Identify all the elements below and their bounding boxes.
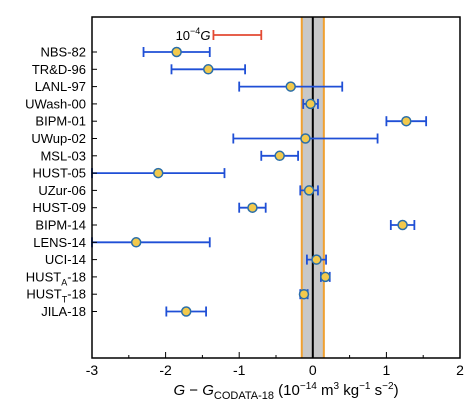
category-label-name: UCI-14	[45, 252, 86, 267]
category-label-name: UZur-06	[38, 183, 86, 198]
plot-frame	[91, 16, 461, 359]
category-label: HUST-09	[33, 200, 86, 215]
category-label-name: LANL-97	[35, 79, 86, 94]
scale-label: 10−4G	[176, 26, 211, 43]
category-label-name: MSL-03	[40, 148, 86, 163]
data-point	[320, 271, 331, 283]
x-title-minus: −	[185, 382, 202, 399]
data-point	[300, 133, 311, 144]
category-label: UCI-14	[45, 252, 86, 267]
x-title-m: m	[317, 382, 334, 399]
x-title-exp4: −2	[382, 381, 394, 392]
x-title-close: )	[394, 382, 399, 399]
category-label-name: TR&D-96	[32, 62, 86, 77]
scale-label-base: 10	[176, 28, 190, 43]
data-markers	[130, 46, 412, 317]
x-title-g2: G	[202, 382, 214, 399]
category-label-subscript: T	[62, 295, 68, 305]
x-tick-label: -1	[233, 362, 246, 378]
data-point	[247, 202, 258, 213]
category-label: UWash-00	[25, 96, 86, 111]
data-point	[397, 219, 408, 231]
category-label-name: UWup-02	[31, 131, 86, 146]
x-title-g1: G	[173, 382, 185, 399]
category-label-name: HUST	[26, 269, 61, 284]
category-label-name: BIPM-01	[35, 114, 86, 129]
x-title-sub: CODATA-18	[214, 390, 274, 402]
category-label: HUSTA-18	[26, 269, 86, 287]
category-label-name: NBS-82	[40, 45, 86, 60]
x-tick-label: -3	[86, 362, 99, 378]
category-label: UZur-06	[38, 183, 86, 198]
category-label-name: HUST-05	[33, 166, 86, 181]
data-point	[401, 115, 412, 127]
category-label: UWup-02	[31, 131, 86, 146]
data-point	[305, 98, 316, 110]
category-label: LENS-14	[33, 235, 86, 250]
category-label: MSL-03	[40, 148, 86, 163]
error-bars	[91, 47, 428, 317]
x-title-exp3: −1	[359, 381, 371, 392]
category-labels: NBS-82 TR&D-96 LANL-97 UWash-00 BIPM-01 UWup-…	[25, 45, 97, 319]
category-label-name: HUST	[26, 287, 61, 302]
data-point	[298, 288, 310, 300]
category-label: JILA-18	[41, 304, 86, 319]
x-tick-label: 1	[383, 362, 391, 378]
category-label: TR&D-96	[32, 62, 86, 77]
category-label-suffix: -18	[67, 287, 86, 302]
x-title-open: (10	[274, 382, 300, 399]
category-label-name: JILA-18	[41, 304, 86, 319]
data-point	[311, 254, 322, 265]
x-axis-ticks: -3 -2 -1 0 1 2	[86, 352, 464, 378]
category-label: HUSTT-18	[26, 287, 86, 305]
x-title-exp1: −14	[300, 381, 317, 392]
data-point	[303, 185, 315, 196]
scale-label-symbol: G	[200, 28, 210, 43]
data-point	[285, 81, 296, 92]
scale-label-exponent: −4	[190, 26, 200, 36]
x-axis-title: G − GCODATA-18 (10−14 m3 kg−1 s−2)	[173, 381, 398, 402]
category-label-subscript: A	[61, 277, 67, 287]
data-point	[152, 167, 164, 179]
category-label-suffix: -18	[67, 269, 86, 284]
data-point	[203, 64, 214, 75]
category-label: HUST-05	[33, 166, 86, 181]
category-label-name: LENS-14	[33, 235, 86, 250]
data-point	[274, 150, 285, 162]
data-point	[180, 306, 192, 317]
category-label: BIPM-14	[35, 218, 86, 233]
data-point	[130, 237, 142, 248]
data-point	[171, 46, 182, 58]
scale-marker: 10−4G	[176, 26, 263, 43]
x-title-s: s	[370, 382, 382, 399]
category-label-name: UWash-00	[25, 96, 86, 111]
category-label: LANL-97	[35, 79, 86, 94]
x-tick-label: 0	[309, 362, 317, 378]
category-label-name: HUST-09	[33, 200, 86, 215]
x-tick-label: 2	[456, 362, 464, 378]
category-label-name: BIPM-14	[35, 218, 86, 233]
category-label: NBS-82	[40, 45, 86, 60]
x-title-kg: kg	[339, 382, 359, 399]
x-tick-label: -2	[159, 362, 172, 378]
category-label: BIPM-01	[35, 114, 86, 129]
x-title-exp2: 3	[334, 381, 340, 392]
